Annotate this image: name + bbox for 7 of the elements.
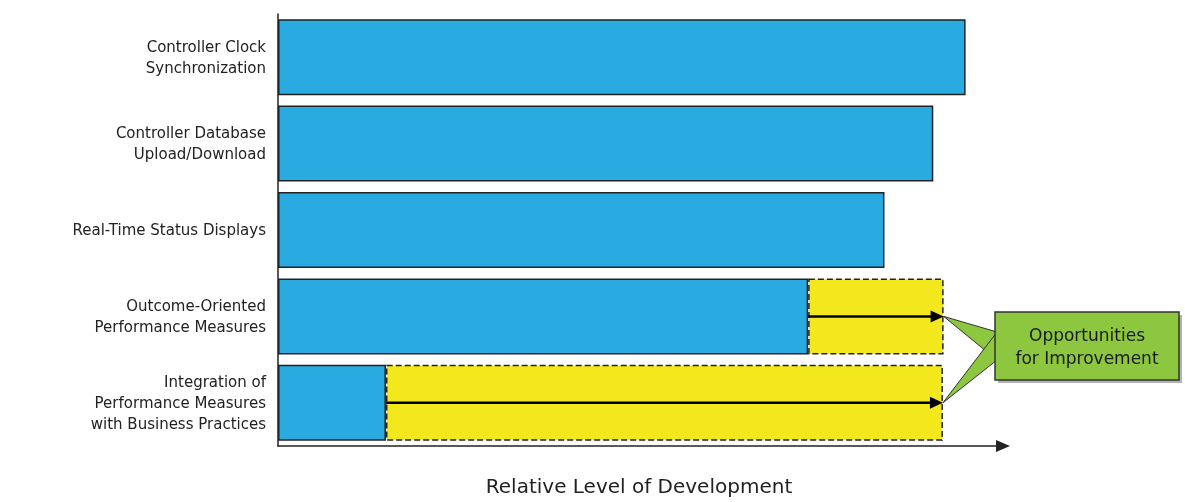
x-axis-title: Relative Level of Development bbox=[485, 474, 793, 498]
y-tick-label: Integration of Performance Measures with Business Practices bbox=[90, 372, 267, 433]
callout: Opportunities for Improvement bbox=[942, 311, 1182, 404]
y-tick-label: Controller Database Upload/Download bbox=[115, 124, 266, 164]
y-tick-label: Real-Time Status Displays bbox=[72, 221, 267, 239]
y-tick-label: Outcome-Oriented Performance Measures bbox=[94, 296, 267, 336]
y-tick-label: Controller Clock Synchronization bbox=[145, 37, 267, 77]
